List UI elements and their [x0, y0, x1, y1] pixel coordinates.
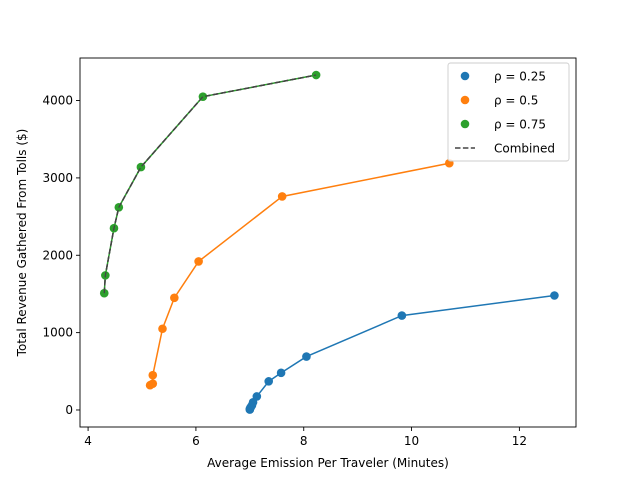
x-tick-label-3: 10 — [404, 434, 419, 448]
x-axis-label: Average Emission Per Traveler (Minutes) — [207, 456, 449, 470]
legend-label-0: ρ = 0.25 — [494, 70, 546, 84]
legend-label-1: ρ = 0.5 — [494, 94, 538, 108]
series-0-point-9 — [302, 352, 311, 361]
axes — [79, 57, 577, 428]
series-1-point-5 — [194, 257, 203, 266]
y-tick-label-4: 4000 — [42, 94, 73, 108]
plot-area — [99, 70, 559, 414]
series-1-point-4 — [170, 293, 179, 303]
y-tick-label-3: 3000 — [42, 171, 73, 185]
series-0-point-8 — [276, 368, 286, 378]
legend-label-2: ρ = 0.75 — [494, 118, 546, 132]
legend: ρ = 0.25 ρ = 0.5 ρ = 0.75 Combined — [447, 62, 570, 162]
legend-marker-1 — [460, 95, 470, 105]
series-0-point-10 — [397, 311, 407, 320]
x-tick-label-0: 4 — [84, 434, 92, 448]
series-0-point-11 — [550, 291, 559, 300]
series-1-point-6 — [277, 192, 287, 201]
y-tick-label-0: 0 — [65, 403, 73, 417]
series-1-point-3 — [158, 324, 167, 334]
axes-frame — [79, 57, 577, 428]
series-2-point-0 — [99, 288, 109, 298]
series-1-point-1 — [148, 379, 158, 388]
legend-label-3: Combined — [494, 142, 555, 156]
legend-box — [447, 62, 570, 162]
combined-line-overlay — [103, 74, 317, 294]
y-tick-label-2: 2000 — [42, 248, 73, 262]
legend-marker-2 — [460, 119, 470, 129]
series-0-point-6 — [252, 392, 262, 401]
series-1-point-2 — [148, 370, 158, 380]
y-axis-label: Total Revenue Gathered From Tolls ($) — [15, 129, 29, 358]
series-2-point-6 — [311, 70, 321, 80]
legend-marker-0 — [460, 71, 470, 81]
ticks: 4 6 8 10 12 0 1000 2000 3000 4000 — [42, 94, 527, 448]
x-tick-label-4: 12 — [512, 434, 527, 448]
x-tick-label-1: 6 — [192, 434, 200, 448]
series-0-point-7 — [264, 377, 274, 386]
x-tick-label-2: 8 — [300, 434, 308, 448]
y-tick-label-1: 1000 — [42, 326, 73, 340]
